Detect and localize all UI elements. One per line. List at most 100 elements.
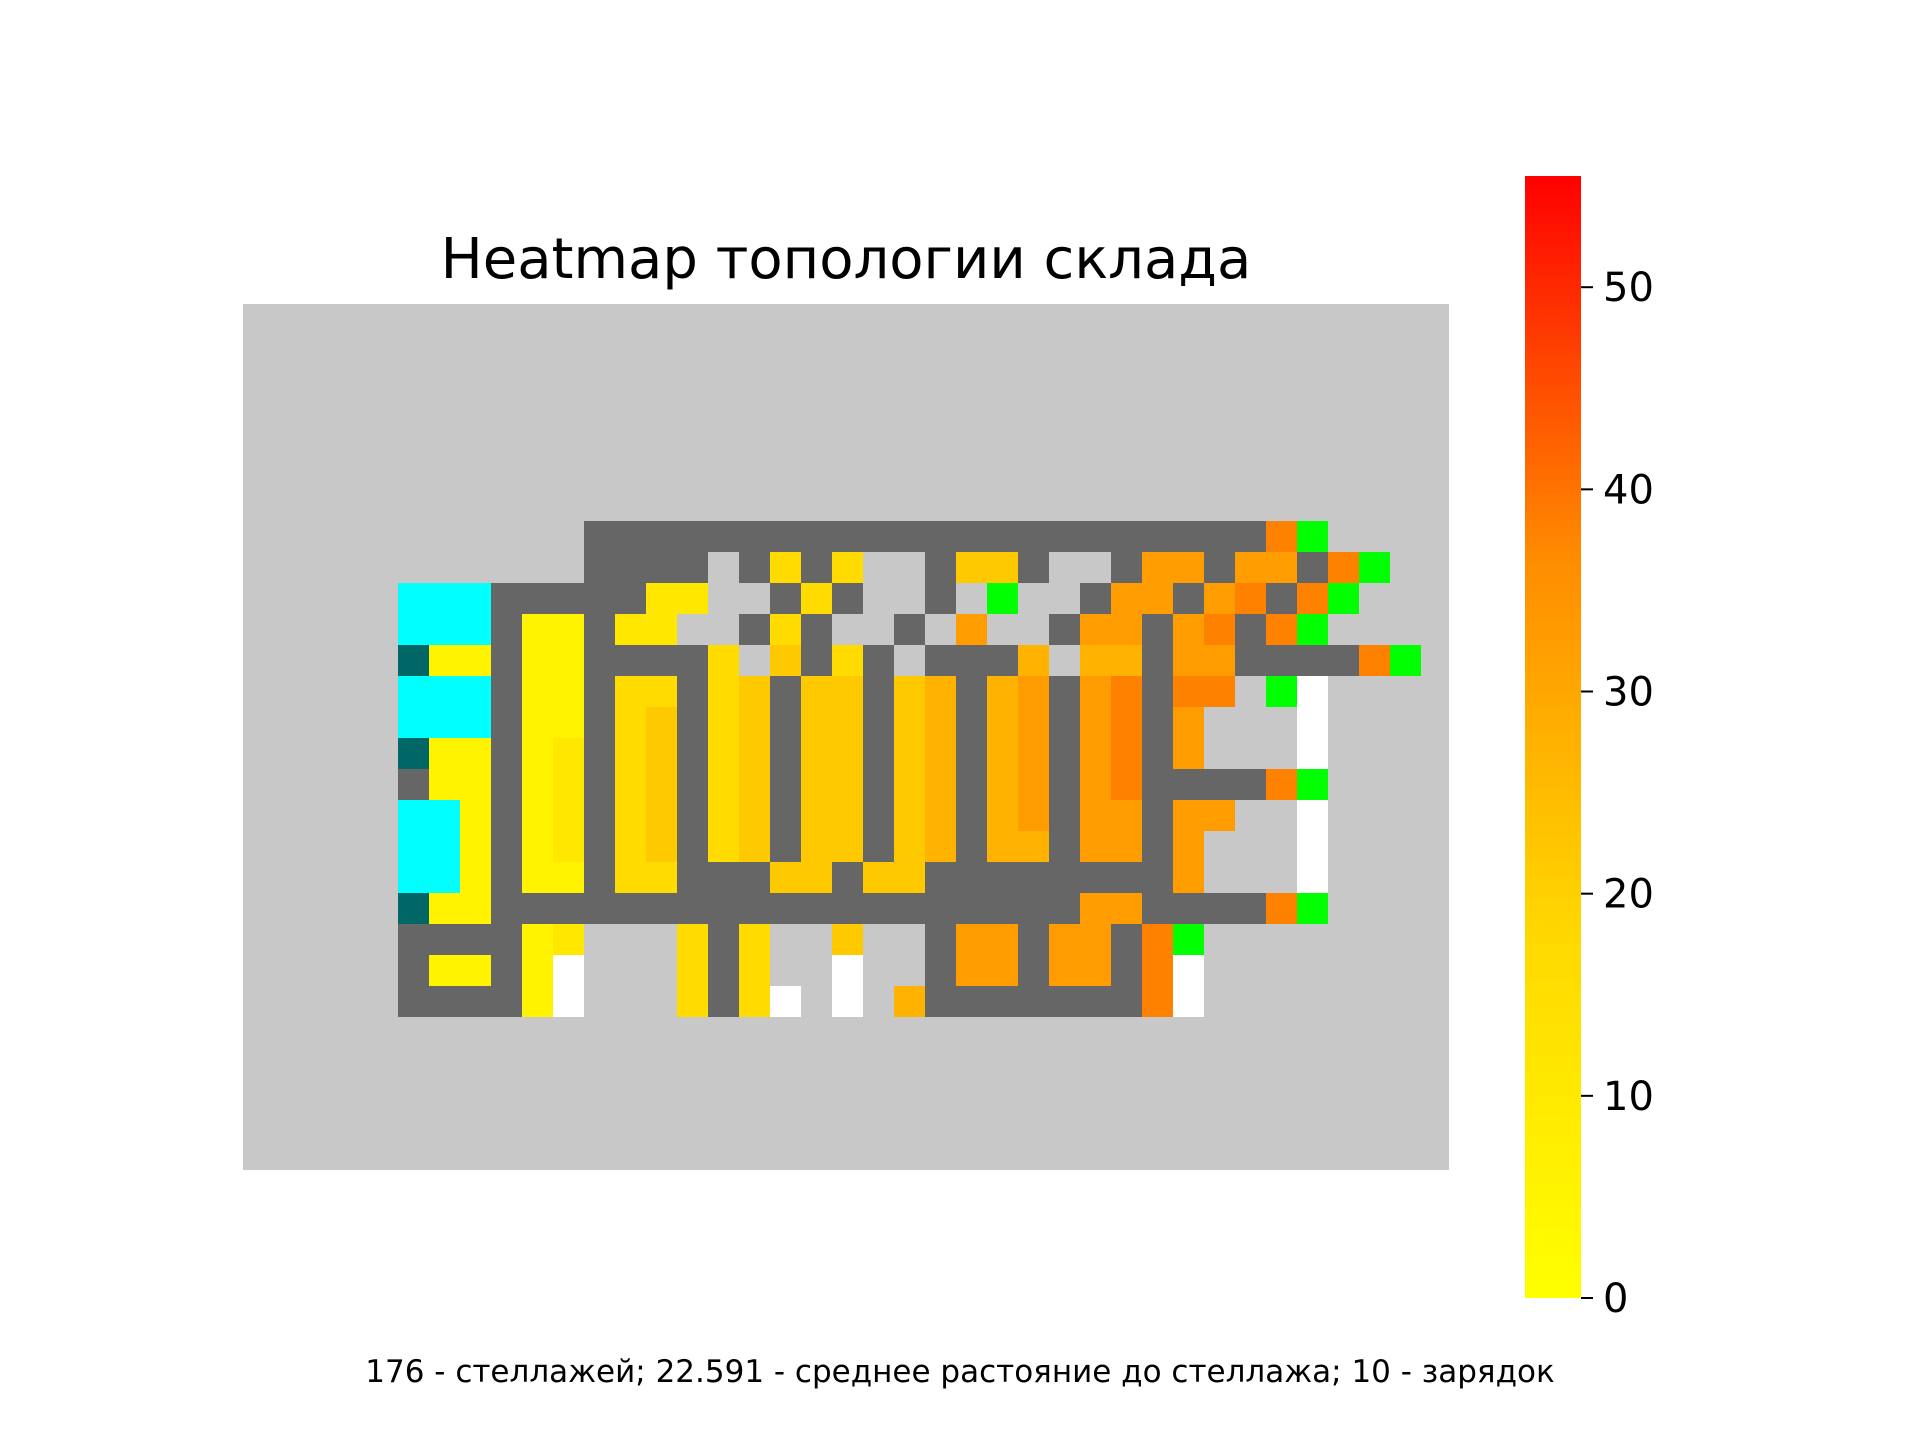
heatmap-cell bbox=[522, 769, 553, 800]
heatmap-cell bbox=[1173, 893, 1204, 924]
heatmap-cell bbox=[956, 986, 987, 1017]
heatmap-cell bbox=[739, 986, 770, 1017]
heatmap-cell bbox=[1297, 893, 1328, 924]
heatmap-cell bbox=[1018, 707, 1049, 738]
heatmap-cell bbox=[1204, 769, 1235, 800]
heatmap-cell bbox=[708, 738, 739, 769]
heatmap-cell bbox=[708, 645, 739, 676]
heatmap-cell bbox=[1173, 645, 1204, 676]
heatmap-cell bbox=[708, 893, 739, 924]
heatmap-cell bbox=[1080, 800, 1111, 831]
heatmap-cell bbox=[1018, 893, 1049, 924]
heatmap-cell bbox=[708, 862, 739, 893]
heatmap-cell bbox=[739, 800, 770, 831]
heatmap-cell bbox=[1049, 614, 1080, 645]
heatmap-cell bbox=[491, 862, 522, 893]
heatmap-cell bbox=[1173, 583, 1204, 614]
heatmap-cell bbox=[1142, 924, 1173, 955]
heatmap-cell bbox=[1235, 769, 1266, 800]
heatmap-cell bbox=[491, 986, 522, 1017]
heatmap-cell bbox=[553, 800, 584, 831]
heatmap-cell bbox=[987, 924, 1018, 955]
heatmap-cell bbox=[770, 862, 801, 893]
heatmap-cell bbox=[553, 893, 584, 924]
heatmap-cell bbox=[863, 769, 894, 800]
heatmap-cell bbox=[1204, 583, 1235, 614]
heatmap-cell bbox=[1297, 862, 1328, 893]
heatmap-cell bbox=[1235, 521, 1266, 552]
heatmap-cell bbox=[646, 521, 677, 552]
heatmap-cell bbox=[739, 521, 770, 552]
heatmap-cell bbox=[1111, 583, 1142, 614]
heatmap-cell bbox=[801, 614, 832, 645]
heatmap-cell bbox=[925, 769, 956, 800]
heatmap-cell bbox=[770, 552, 801, 583]
heatmap-cell bbox=[925, 707, 956, 738]
heatmap-cell bbox=[1142, 893, 1173, 924]
heatmap-cell bbox=[832, 862, 863, 893]
heatmap-cell bbox=[770, 676, 801, 707]
heatmap-cell bbox=[460, 676, 491, 707]
heatmap-cell bbox=[1173, 614, 1204, 645]
heatmap-cell bbox=[863, 645, 894, 676]
heatmap-cell bbox=[460, 862, 491, 893]
heatmap-cell bbox=[584, 614, 615, 645]
colorbar-tick-label: 10 bbox=[1603, 1074, 1654, 1120]
heatmap-cell bbox=[801, 800, 832, 831]
heatmap-cell bbox=[646, 707, 677, 738]
heatmap-cell bbox=[584, 552, 615, 583]
heatmap-cell bbox=[1297, 676, 1328, 707]
heatmap-cell bbox=[460, 614, 491, 645]
heatmap-cell bbox=[522, 614, 553, 645]
heatmap-cell bbox=[956, 645, 987, 676]
heatmap-cell bbox=[646, 769, 677, 800]
heatmap-cell bbox=[1018, 645, 1049, 676]
heatmap-cell bbox=[832, 800, 863, 831]
heatmap-cell bbox=[863, 893, 894, 924]
heatmap-cell bbox=[1235, 645, 1266, 676]
heatmap-cell bbox=[770, 645, 801, 676]
heatmap-cell bbox=[646, 676, 677, 707]
heatmap-cell bbox=[1173, 831, 1204, 862]
heatmap-cell bbox=[1080, 955, 1111, 986]
heatmap-cell bbox=[1080, 676, 1111, 707]
colorbar-tick-label: 20 bbox=[1603, 872, 1654, 918]
heatmap-cell bbox=[522, 800, 553, 831]
heatmap-cell bbox=[553, 738, 584, 769]
heatmap-cell bbox=[863, 800, 894, 831]
heatmap-cell bbox=[894, 707, 925, 738]
heatmap-cell bbox=[801, 862, 832, 893]
heatmap-cell bbox=[1142, 707, 1173, 738]
heatmap-cell bbox=[863, 862, 894, 893]
heatmap-cell bbox=[956, 862, 987, 893]
heatmap-cell bbox=[987, 955, 1018, 986]
heatmap-cell bbox=[801, 552, 832, 583]
heatmap-cell bbox=[1297, 552, 1328, 583]
heatmap-cell bbox=[460, 738, 491, 769]
heatmap-cell bbox=[615, 645, 646, 676]
heatmap-cell bbox=[1266, 583, 1297, 614]
heatmap-cell bbox=[398, 676, 429, 707]
heatmap-cell bbox=[460, 769, 491, 800]
heatmap-cell bbox=[584, 521, 615, 552]
heatmap-cell bbox=[1080, 986, 1111, 1017]
heatmap-cell bbox=[739, 955, 770, 986]
heatmap-cell bbox=[925, 862, 956, 893]
heatmap-cell bbox=[1049, 738, 1080, 769]
heatmap-cell bbox=[553, 583, 584, 614]
heatmap-cell bbox=[894, 769, 925, 800]
heatmap-cell bbox=[832, 924, 863, 955]
heatmap-cell bbox=[1049, 862, 1080, 893]
heatmap-cell bbox=[584, 769, 615, 800]
heatmap-cell bbox=[1173, 800, 1204, 831]
heatmap-cell bbox=[460, 800, 491, 831]
heatmap-cell bbox=[460, 583, 491, 614]
heatmap-cell bbox=[1297, 614, 1328, 645]
heatmap-cell bbox=[987, 769, 1018, 800]
heatmap-cell bbox=[1142, 552, 1173, 583]
heatmap-cell bbox=[739, 862, 770, 893]
heatmap-cell bbox=[770, 583, 801, 614]
heatmap-cell bbox=[1080, 893, 1111, 924]
heatmap-cell bbox=[987, 645, 1018, 676]
